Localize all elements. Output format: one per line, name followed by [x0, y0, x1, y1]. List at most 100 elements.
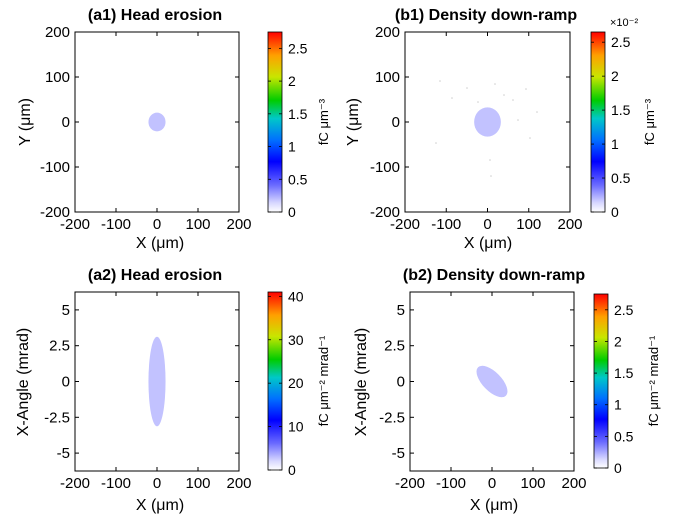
scatter-speckle — [517, 119, 519, 121]
y-tick-label: 2.5 — [384, 338, 405, 355]
y-tick-label: 5 — [397, 302, 405, 319]
colorbar-tick-label: 0 — [614, 460, 622, 476]
panel-b2: (b2) Density down-ramp -200 -100 0 100 200 -… — [353, 267, 661, 514]
scatter-speckle — [512, 99, 514, 101]
y-tick-label: -5 — [57, 445, 70, 462]
x-tick-label: -200 — [60, 216, 90, 233]
y-axis-ticks: -5 -2.5 0 2.5 5 — [379, 302, 574, 462]
y-tick-label: -200 — [370, 204, 400, 221]
y-axis-label: Y (μm) — [17, 98, 34, 146]
scatter-speckle — [529, 137, 531, 139]
y-axis-label: X-Angle (mrad) — [353, 328, 370, 436]
x-axis-label: X (μm) — [470, 497, 518, 514]
colorbar-tick-label: 2.5 — [611, 34, 631, 50]
x-tick-label: 200 — [561, 475, 586, 492]
scatter-speckle — [466, 87, 468, 89]
colorbar-label: fC μm⁻² mrad⁻¹ — [316, 335, 331, 426]
density-contour — [148, 112, 166, 132]
y-axis-label: Y (μm) — [345, 98, 362, 146]
colorbar-tick-label: 1 — [288, 139, 296, 155]
scatter-speckle — [451, 97, 453, 99]
colorbar-ticks: 0 0.5 1 1.5 2 2.5 — [591, 34, 631, 220]
colorbar-tick-label: 0.5 — [614, 428, 634, 444]
x-tick-label: 100 — [185, 216, 210, 233]
colorbar-tick-label: 1.5 — [611, 102, 631, 118]
x-tick-label: 200 — [226, 216, 251, 233]
chart-title: (a2) Head erosion — [88, 267, 222, 284]
y-tick-label: 2.5 — [49, 338, 70, 355]
colorbar-b2 — [593, 293, 609, 469]
colorbar-ticks: 0 0.5 1 1.5 2 2.5 — [594, 302, 634, 476]
colorbar-ticks: 0 0.5 1 1.5 2 2.5 — [268, 40, 308, 220]
heatmap-a1 — [148, 112, 166, 132]
chart-title: (a1) Head erosion — [88, 7, 222, 24]
colorbar-tick-label: 40 — [288, 288, 304, 304]
x-tick-label: -100 — [101, 475, 131, 492]
colorbar-label: fC μm⁻² mrad⁻¹ — [646, 335, 661, 426]
x-axis-label: X (μm) — [464, 235, 512, 252]
colorbar-tick-label: 0.5 — [288, 171, 308, 187]
scatter-speckle — [490, 175, 492, 177]
colorbar-b1 — [590, 31, 606, 213]
x-tick-label: 200 — [226, 475, 251, 492]
scatter-speckle — [477, 101, 479, 103]
x-axis-label: X (μm) — [136, 235, 184, 252]
colorbar-tick-label: 2 — [614, 333, 622, 349]
y-tick-label: 200 — [45, 24, 70, 41]
colorbar-tick-label: 2 — [611, 68, 619, 84]
x-tick-label: -100 — [101, 216, 131, 233]
colorbar-ticks: 0 10 20 30 40 — [268, 288, 304, 478]
y-axis-ticks: -200 -100 0 100 200 — [40, 24, 239, 221]
colorbar-tick-label: 1.5 — [288, 106, 308, 122]
x-tick-label: -100 — [436, 475, 466, 492]
x-tick-label: 100 — [185, 475, 210, 492]
panel-a1: (a1) Head erosion -200 -100 0 100 200 -200-1… — [17, 7, 331, 252]
colorbar-tick-label: 1.5 — [614, 365, 634, 381]
x-tick-label: 0 — [483, 216, 491, 233]
density-contour — [474, 107, 501, 137]
y-axis-label: X-Angle (mrad) — [15, 328, 32, 436]
colorbar-exponent: ×10⁻² — [610, 17, 638, 29]
scatter-speckle — [435, 142, 437, 144]
x-tick-label: 0 — [153, 216, 161, 233]
density-contour — [148, 336, 166, 427]
y-tick-label: -200 — [40, 204, 70, 221]
density-contour — [476, 365, 508, 398]
colorbar-tick-label: 30 — [288, 332, 304, 348]
y-tick-label: 100 — [45, 69, 70, 86]
x-axis-label: X (μm) — [136, 497, 184, 514]
y-tick-label: 100 — [375, 69, 400, 86]
chart-title: (b1) Density down-ramp — [395, 7, 577, 24]
y-tick-label: 0 — [392, 114, 400, 131]
x-tick-label: -200 — [395, 475, 425, 492]
heatmap-a2 — [148, 336, 166, 427]
scatter-speckle — [489, 159, 491, 161]
panel-b1: (b1) Density down-ramp -200 -100 0 100 200 -… — [345, 7, 657, 252]
y-axis-ticks: -5 -2.5 0 2.5 5 — [44, 302, 239, 462]
colorbar-tick-label: 1 — [614, 397, 622, 413]
panel-a2: (a2) Head erosion -200 -100 0 100 200 -5-2.5… — [15, 267, 331, 514]
x-tick-label: 100 — [516, 216, 541, 233]
colorbar-label: fC μm⁻³ — [316, 98, 331, 145]
scatter-speckle — [503, 94, 505, 96]
colorbar-a1 — [267, 31, 283, 213]
colorbar-tick-label: 2.5 — [614, 302, 634, 318]
x-axis-ticks: -200 -100 0 100 200 — [60, 292, 252, 492]
scatter-speckle — [439, 80, 441, 82]
scatter-speckle — [525, 88, 527, 90]
x-axis-ticks: -200 -100 0 100 200 — [390, 32, 583, 233]
colorbar-a2 — [267, 291, 283, 471]
colorbar-tick-label: 0 — [288, 462, 296, 478]
y-tick-label: -100 — [370, 159, 400, 176]
heatmap-b2 — [476, 365, 508, 398]
y-axis-ticks: -200 -100 0 100 200 — [370, 24, 570, 221]
y-tick-label: 0 — [62, 114, 70, 131]
y-tick-label: -5 — [392, 445, 405, 462]
colorbar-tick-label: 1 — [611, 136, 619, 152]
x-tick-label: -200 — [60, 475, 90, 492]
scatter-speckle — [494, 83, 496, 85]
x-axis-ticks: -200 -100 0 100 200 — [395, 292, 587, 492]
colorbar-tick-label: 20 — [288, 375, 304, 391]
colorbar-tick-label: 0 — [611, 204, 619, 220]
